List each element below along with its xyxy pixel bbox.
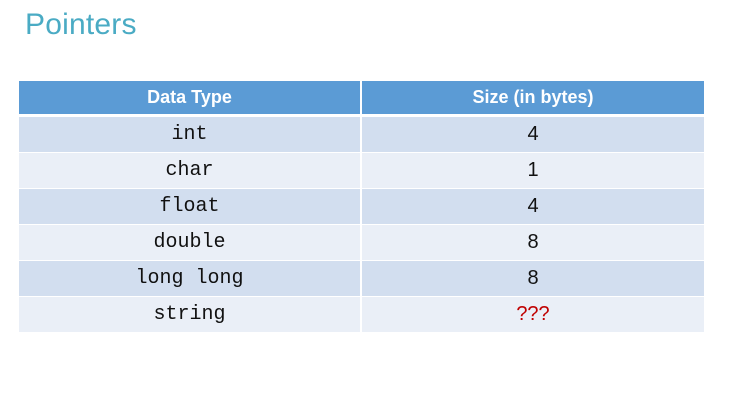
table-header-row: Data Type Size (in bytes): [19, 81, 704, 117]
cell-data-type: char: [19, 152, 362, 189]
table-row: string ???: [19, 296, 704, 333]
header-data-type: Data Type: [19, 81, 362, 117]
header-size: Size (in bytes): [361, 81, 704, 117]
cell-data-type: float: [19, 188, 362, 225]
cell-data-type: string: [19, 296, 362, 333]
table-row: double 8: [19, 224, 704, 261]
table-row: long long 8: [19, 260, 704, 297]
cell-size: 8: [361, 260, 704, 297]
data-type-size-table: Data Type Size (in bytes) int 4 char 1 f…: [19, 81, 704, 333]
cell-data-type: double: [19, 224, 362, 261]
cell-size: 1: [361, 152, 704, 189]
cell-size-unknown: ???: [361, 296, 704, 333]
table-row: float 4: [19, 188, 704, 225]
cell-size: 4: [361, 188, 704, 225]
cell-size: 8: [361, 224, 704, 261]
table-row: int 4: [19, 115, 704, 153]
table-row: char 1: [19, 152, 704, 189]
cell-size: 4: [361, 115, 704, 153]
cell-data-type: long long: [19, 260, 362, 297]
slide-title: Pointers: [25, 8, 137, 41]
cell-data-type: int: [19, 115, 362, 153]
